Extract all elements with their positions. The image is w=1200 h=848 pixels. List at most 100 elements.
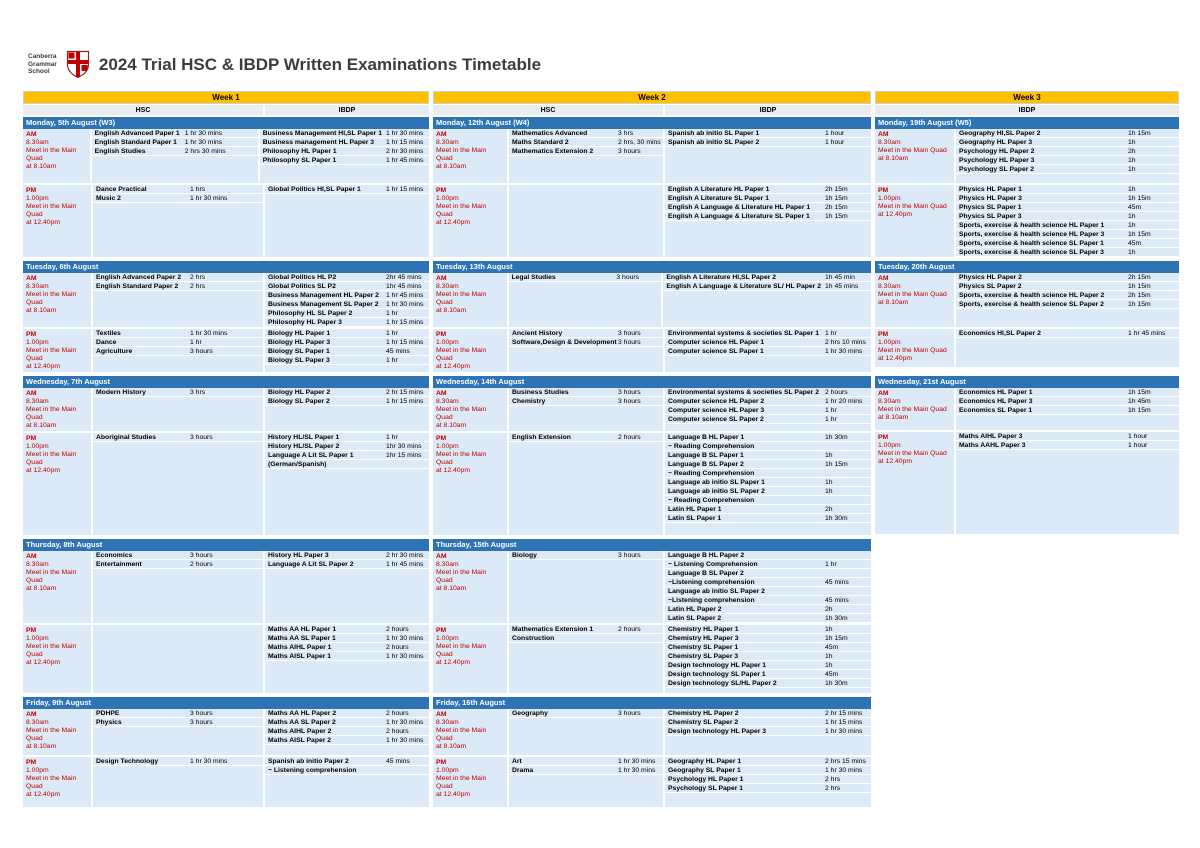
exam-duration: 1 hr 30 mins (825, 347, 863, 355)
session-meet-time: at 8.10am (26, 742, 57, 750)
exam-name: Language A Lit SL Paper 1 (268, 451, 354, 459)
exam-duration: 3 hrs (618, 129, 634, 137)
exam-name: Physics SL Paper 1 (959, 203, 1022, 211)
exam-duration: 1h (1128, 221, 1136, 229)
session-am: AM 8.30am Meet in the Main Quad at 8.10am En… (23, 129, 429, 183)
exam-row: Language ab initio SL Paper 2 1h (665, 487, 871, 496)
session-info: PM 1.00pm Meet in the Main Quad at 12.40pm (23, 329, 93, 372)
track-ibdp: Environmental systems & societies SL Pap… (665, 329, 871, 372)
exam-name: Sports, exercise & health science SL Pap… (959, 239, 1104, 247)
exam-row: Physics SL Paper 3 1h (956, 212, 1179, 221)
exam-name: Geography HL Paper 1 (668, 757, 742, 765)
exam-row: Chemistry HL Paper 1 1h (665, 625, 871, 634)
exam-row: Latin HL Paper 2 2h (665, 605, 871, 614)
exam-name: Dance Practical (96, 185, 147, 193)
exam-name: Maths Standard 2 (512, 138, 569, 146)
exam-duration: 2h (1128, 147, 1136, 155)
exam-duration: 2 hours (386, 643, 409, 651)
session-pm: PM 1.00pm Meet in the Main Quad at 12.40pm A… (433, 757, 871, 807)
session-pm: PM 1.00pm Meet in the Main Quad at 12.40pm D… (23, 185, 429, 257)
exam-name: Aboriginal Studies (96, 433, 157, 441)
exam-row: English Standard Paper 1 1 hr 30 mins (91, 138, 258, 147)
session-info: AM 8.30am Meet in the Main Quad at 8.10am (433, 388, 509, 431)
school-name-line: Grammar (28, 60, 57, 68)
exam-name: Music 2 (96, 194, 121, 202)
session-pm: PM 1.00pm Meet in the Main Quad at 12.40pm M… (23, 625, 429, 693)
exam-row: English A Literature SL Paper 1 1h 15m (665, 194, 871, 203)
exam-duration: 1h (1128, 212, 1136, 220)
week-day-cell (875, 539, 1179, 693)
session-info: AM 8.30am Meet in the Main Quad at 8.10am (875, 388, 956, 430)
session-info: AM 8.30am Meet in the Main Quad at 8.10am (23, 388, 93, 431)
session-time: 8.30am (26, 282, 49, 290)
exam-name: English A Literature Hl,SL Paper 2 (666, 273, 777, 281)
exam-name: Maths AISL Paper 2 (268, 736, 332, 744)
session-label: AM (436, 274, 447, 282)
exam-duration: 2 hrs (825, 775, 841, 783)
exam-row: Physics HL Paper 2 2h 15m (956, 273, 1179, 282)
exam-name: Chemistry SL Paper 3 (668, 652, 739, 660)
session-info: AM 8.30am Meet in the Main Quad at 8.10am (23, 129, 92, 183)
exam-row: Philosophy HL Paper 1 2 hr 30 mins (259, 147, 429, 156)
exam-row: Software,Design & Development 3 hours (509, 338, 663, 347)
exam-row: Sports, exercise & health science HL Pap… (956, 291, 1179, 300)
page-title: 2024 Trial HSC & IBDP Written Examinatio… (98, 54, 542, 74)
exam-row: Dance Practical 1 hrs (93, 185, 263, 194)
exam-row: Mathematics Extension 2 3 hours (509, 147, 663, 156)
session-time: 8.30am (436, 560, 459, 568)
exam-row: Latin SL Paper 1 1h 30m (665, 514, 871, 523)
week1-header-cell: Week 1 HSC IBDP (23, 91, 429, 115)
exam-row: Maths AA SL Paper 1 1 hr 30 mins (265, 634, 429, 643)
exam-name: Software,Design & Development (512, 338, 617, 346)
exam-row: ~ Reading Comprehension (665, 442, 871, 451)
exam-name: Economics SL Paper 1 (959, 406, 1033, 414)
session-meet-location: Meet in the Main Quad (878, 146, 947, 154)
session-info: PM 1.00pm Meet in the Main Quad at 12.40pm (433, 625, 509, 693)
session-meet-location: Meet in the Main Quad (436, 146, 487, 162)
exam-row: Spanish ab initio Paper 2 45 mins (265, 757, 429, 766)
track-ibdp: Physics HL Paper 2 2h 15m Physics SL Paper… (956, 273, 1179, 327)
session-am: AM 8.30am Meet in the Main Quad at 8.10am Bu… (433, 388, 871, 431)
session-label: PM (436, 330, 447, 338)
session-meet-location: Meet in the Main Quad (26, 202, 77, 218)
exam-duration: 1h (1128, 156, 1136, 164)
session-info: AM 8.30am Meet in the Main Quad at 8.10am (23, 273, 93, 327)
exam-row: Dance 1 hr (93, 338, 263, 347)
exam-duration: 3 hours (618, 329, 641, 337)
session-time: 8.30am (436, 397, 459, 405)
exam-row: Computer science HL Paper 2 1 hr 20 mins (665, 397, 871, 406)
exam-row: Psychology SL Paper 2 1h (956, 165, 1179, 174)
exam-row: Philosophy HL Paper 3 1 hr 15 mins (265, 318, 429, 327)
exam-name: Spanish ab initio SL Paper 2 (668, 138, 760, 146)
session-meet-location: Meet in the Main Quad (878, 405, 947, 413)
exam-name: Psychology HL Paper 2 (959, 147, 1035, 155)
exam-row: Language A Lit SL Paper 1 1hr 15 mins (265, 451, 429, 460)
session-meet-location: Meet in the Main Quad (26, 642, 77, 658)
session-meet-time: at 8.10am (436, 162, 467, 170)
exam-duration: 45 mins (825, 578, 849, 586)
exam-duration: 1h 15m (1128, 230, 1151, 238)
exam-duration: 45 mins (825, 596, 849, 604)
exam-duration: 1 hour (1128, 441, 1148, 449)
exam-duration (824, 551, 871, 559)
session-label: PM (26, 330, 37, 338)
exam-row: Maths AA HL Paper 1 2 hours (265, 625, 429, 634)
exam-duration: 1h (825, 625, 833, 633)
exam-duration: 3 hours (618, 147, 641, 155)
exam-row: Sports, exercise & health science SL Pap… (956, 248, 1179, 257)
exam-duration: 3 hours (190, 347, 213, 355)
exam-name: Chemistry SL Paper 1 (668, 643, 739, 651)
session-meet-location: Meet in the Main Quad (436, 346, 487, 362)
exam-duration: 1h (825, 661, 833, 669)
session-label: PM (436, 434, 447, 442)
exam-name: Maths AIHL Paper 3 (959, 432, 1023, 440)
session-meet-time: at 8.10am (26, 306, 57, 314)
session-meet-time: at 12.40pm (878, 354, 913, 362)
exam-duration: 1 hour (1128, 432, 1148, 440)
track-hsc: Mathematics Extension 1 2 hours Constructi… (509, 625, 665, 693)
exam-name: Geography HL Paper 3 (959, 138, 1033, 146)
exam-name: ~ Reading Comprehension (668, 496, 755, 504)
exam-duration: 1 hr 30 mins (190, 194, 228, 202)
exam-duration: 1 hr 30 mins (618, 757, 656, 765)
